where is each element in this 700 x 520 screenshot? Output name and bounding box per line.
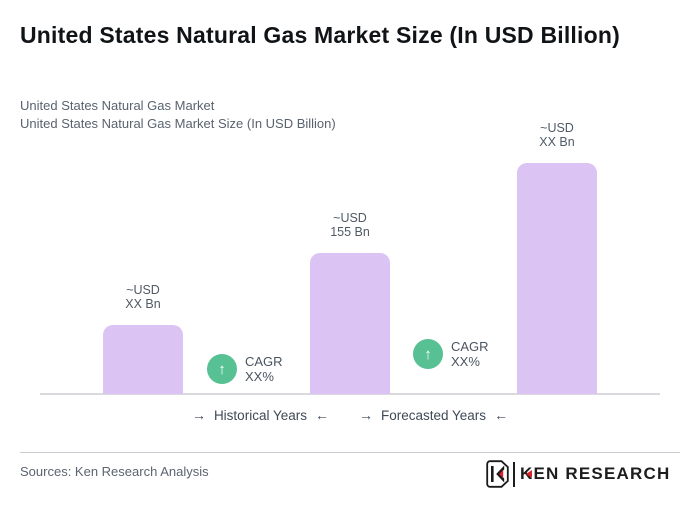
- logo-text-wrap: KEN RESEARCH: [520, 464, 670, 484]
- right-arrow-icon: →: [191, 407, 206, 423]
- forecasted-years-label: → Forecasted Years ←: [359, 407, 508, 423]
- cagr-badge: ↑ CAGR XX%: [413, 339, 489, 369]
- bar: [103, 325, 183, 394]
- up-arrow-icon: ↑: [413, 339, 443, 369]
- bar: [517, 163, 597, 394]
- bar-value-label: ~USD 155 Bn: [330, 211, 370, 239]
- bar-value-label: ~USD XX Bn: [539, 121, 575, 149]
- chart-subtitle-line1: United States Natural Gas Market: [20, 98, 215, 113]
- left-arrow-icon: ←: [494, 407, 509, 423]
- right-arrow-icon: →: [358, 407, 373, 423]
- ken-research-logo: KEN RESEARCH: [486, 459, 670, 489]
- x-axis-baseline: [40, 393, 660, 395]
- chart-subtitle-line2: United States Natural Gas Market Size (I…: [20, 116, 336, 131]
- left-arrow-icon: ←: [314, 407, 329, 423]
- historical-years-text: Historical Years: [213, 407, 307, 423]
- cagr-label: CAGR XX%: [451, 339, 489, 369]
- up-arrow-icon: ↑: [207, 354, 237, 384]
- axis-period-labels: → Historical Years ← → Forecasted Years …: [40, 407, 660, 423]
- sources-text: Sources: Ken Research Analysis: [20, 464, 209, 479]
- historical-years-label: → Historical Years ←: [192, 407, 329, 423]
- logo-separator: [513, 461, 515, 487]
- forecasted-years-text: Forecasted Years: [380, 407, 487, 423]
- bar: [310, 253, 390, 394]
- cagr-label: CAGR XX%: [245, 354, 283, 384]
- bar-value-label: ~USD XX Bn: [125, 283, 161, 311]
- ken-research-logo-icon: [486, 460, 509, 488]
- logo-k-red-accent-icon: [526, 470, 532, 478]
- page-title: United States Natural Gas Market Size (I…: [20, 22, 620, 48]
- cagr-badge: ↑ CAGR XX%: [207, 354, 283, 384]
- footer-divider: [20, 452, 680, 453]
- logo-text: KEN RESEARCH: [520, 464, 671, 483]
